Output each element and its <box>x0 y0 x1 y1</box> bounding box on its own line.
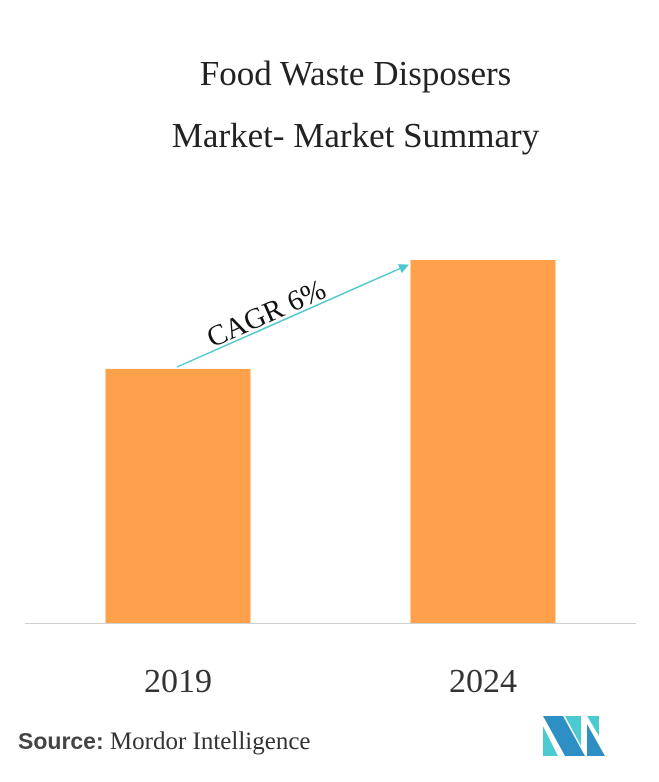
source-label: Source: <box>18 728 104 754</box>
cagr-label: CAGR 6% <box>202 273 331 354</box>
source-note: Source: Mordor Intelligence <box>18 728 311 756</box>
mordor-intelligence-logo <box>543 716 605 756</box>
x-tick-label-2019: 2019 <box>144 663 212 700</box>
bar-2019 <box>105 368 251 623</box>
bar-2024 <box>410 260 556 623</box>
source-text: Mordor Intelligence <box>109 728 311 755</box>
chart-title-line1: Food Waste Disposers <box>199 54 512 93</box>
chart-title-line2: Market- Market Summary <box>171 116 540 155</box>
cagr-arrow <box>176 264 409 368</box>
x-tick-label-2024: 2024 <box>449 663 517 700</box>
